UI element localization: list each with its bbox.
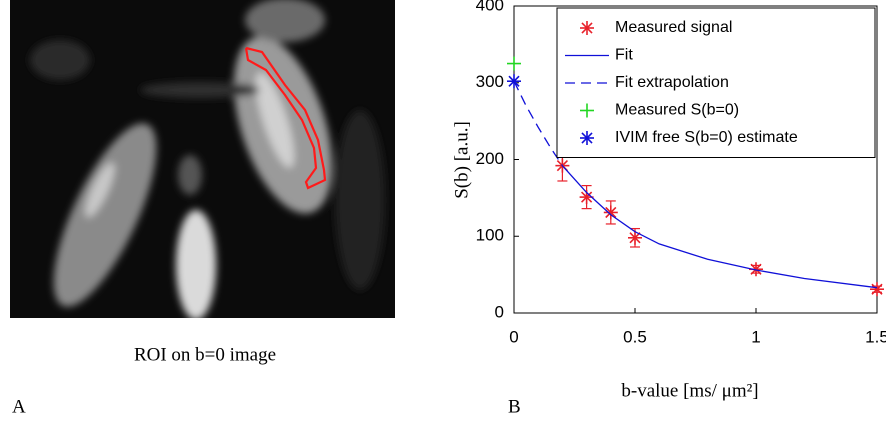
panel-label: A [12,396,26,417]
y-axis-label: S(b) [a.u.] [451,121,472,199]
y-tick-label: 100 [476,226,504,245]
marker-stroke [629,232,641,244]
legend: Measured signal Fit Fit extrapolation Measu… [556,7,876,158]
marker-stroke [508,75,520,87]
x-tick-label: 1.5 [865,327,886,346]
mri-image [10,0,395,318]
y-tick-label: 300 [476,72,504,91]
fit-line [513,80,563,166]
legend-label: Measured signal [615,19,732,36]
panel-label: B [508,396,521,417]
marker-stroke [750,263,762,275]
data-point [870,282,884,297]
legend-marker [580,21,594,35]
marker-stroke [871,283,883,295]
y-tick-label: 0 [495,302,504,321]
x-axis-label: b-value [ms/ μm²] [621,380,758,401]
legend-box [556,7,876,158]
x-tick-label: 0.5 [623,327,647,346]
y-tick-label: 200 [476,149,504,168]
data-point [603,205,618,220]
legend-marker [580,131,594,145]
data-point [749,262,763,277]
data-point [628,230,642,245]
legend-label: Measured S(b=0) [615,102,739,119]
x-tick-label: 1 [751,327,760,346]
x-tick-label: 0 [509,327,518,346]
y-tick-label: 400 [476,0,504,14]
legend-label: IVIM free S(b=0) estimate [615,129,798,146]
marker-stroke [605,206,617,219]
fit-line [561,165,878,289]
marker-stroke [581,22,593,34]
roi-outline [244,46,327,190]
legend-marker [580,103,594,118]
data-point [507,56,521,71]
marker-stroke [581,132,593,144]
legend-label: Fit [615,47,633,64]
legend-label: Fit extrapolation [615,74,729,91]
data-point [507,74,521,89]
image-caption: ROI on b=0 image [134,344,276,365]
marker-stroke [580,191,593,203]
